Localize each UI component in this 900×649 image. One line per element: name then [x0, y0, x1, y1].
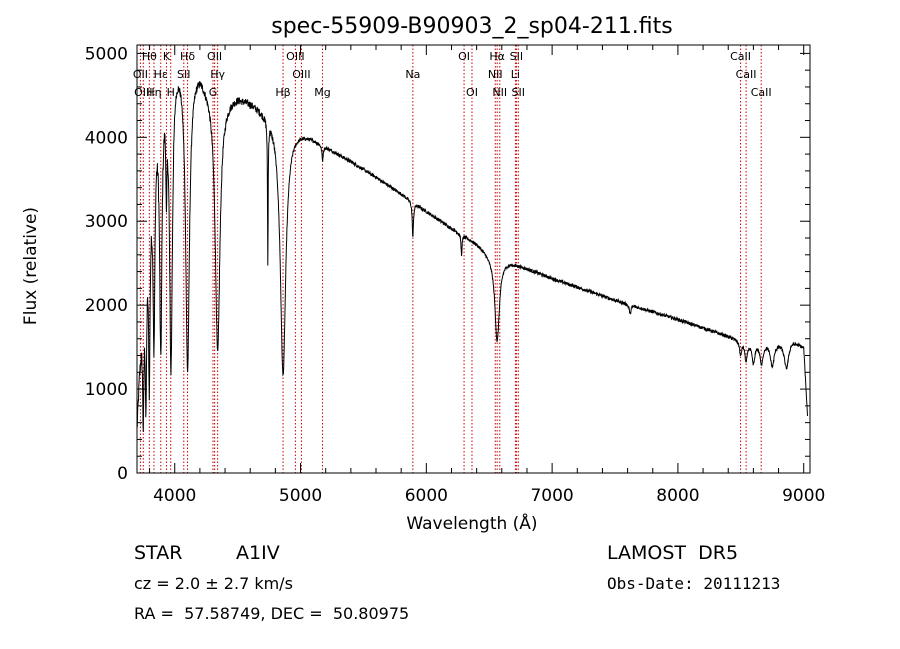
line-marker-label-21: G [209, 86, 218, 99]
line-marker-label-1: K [163, 50, 171, 63]
line-marker-label-23: Mg [314, 86, 330, 99]
y-axis-label: Flux (relative) [21, 207, 41, 325]
line-marker-label-19: Hη [146, 86, 161, 99]
line-marker-label-17: CaII [736, 68, 757, 81]
x-axis: 4000 5000 6000 7000 8000 9000 [149, 45, 825, 506]
x-tick-label-9000: 9000 [782, 486, 825, 506]
plot-frame [136, 44, 811, 474]
line-marker-label-14: Na [405, 68, 420, 81]
line-marker-label-10: Hε [154, 68, 168, 81]
obs-date: Obs-Date: 20111213 [607, 574, 781, 593]
x-tick-label-8000: 8000 [656, 486, 699, 506]
line-marker-label-6: Hα [489, 50, 505, 63]
line-marker-label-25: NII [492, 86, 507, 99]
line-marker-label-20: H [167, 86, 175, 99]
survey-name: LAMOST DR5 [607, 542, 739, 564]
y-tick-label-1000: 1000 [85, 380, 128, 400]
y-tick-label-5000: 5000 [85, 44, 128, 64]
line-marker-label-0: Hθ [142, 50, 157, 63]
spectrum-series [136, 80, 808, 433]
line-marker-label-7: SII [510, 50, 523, 63]
redshift-readout: cz = 2.0 ± 2.7 km/s [134, 574, 293, 593]
line-marker-label-4: OIII [286, 50, 304, 63]
x-tick-label-4000: 4000 [153, 486, 196, 506]
object-class: STAR [134, 542, 183, 564]
line-marker-label-16: Li [511, 68, 520, 81]
line-marker-label-13: OIII [292, 68, 310, 81]
line-marker-label-3: OII [207, 50, 222, 63]
x-tick-label-7000: 7000 [530, 486, 573, 506]
line-markers [139, 45, 762, 473]
y-tick-label-0: 0 [117, 464, 128, 484]
line-marker-label-24: OI [466, 86, 478, 99]
line-marker-label-15: NII [488, 68, 503, 81]
line-marker-label-22: Hβ [275, 86, 290, 99]
line-marker-label-26: SII [512, 86, 525, 99]
spectral-subclass: A1IV [236, 542, 280, 564]
spectrum-line [136, 80, 808, 433]
x-tick-label-5000: 5000 [279, 486, 322, 506]
line-marker-label-8: CaII [730, 50, 751, 63]
y-axis: 0 1000 2000 3000 4000 5000 [85, 44, 810, 484]
x-tick-label-6000: 6000 [405, 486, 448, 506]
chart-title: spec-55909-B90903_2_sp04-211.fits [271, 14, 673, 39]
y-tick-label-3000: 3000 [85, 212, 128, 232]
line-marker-label-2: Hδ [180, 50, 195, 63]
coordinates: RA = 57.58749, DEC = 50.80975 [134, 604, 410, 623]
line-marker-label-11: SII [177, 68, 190, 81]
line-marker-label-18: OIII [134, 86, 152, 99]
line-marker-label-12: Hγ [210, 68, 225, 81]
line-marker-label-5: OI [458, 50, 470, 63]
line-marker-label-27: CaII [751, 86, 772, 99]
y-tick-label-4000: 4000 [85, 128, 128, 148]
x-axis-label: Wavelength (Å) [406, 512, 537, 534]
y-tick-label-2000: 2000 [85, 296, 128, 316]
